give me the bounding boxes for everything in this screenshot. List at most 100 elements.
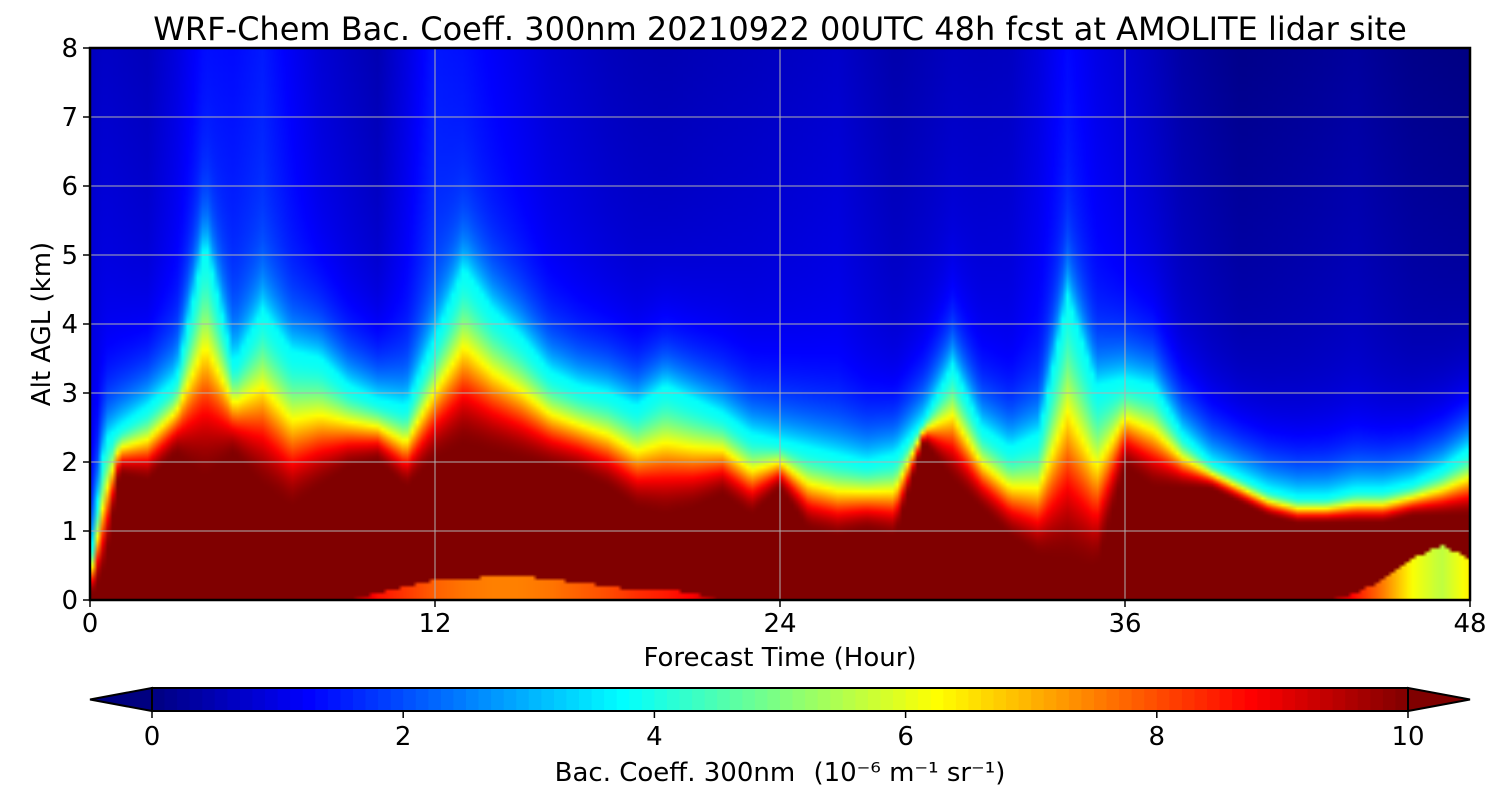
colorbar-cell bbox=[1320, 688, 1334, 711]
colorbar-cell bbox=[1332, 688, 1346, 711]
colorbar-cell bbox=[177, 688, 191, 711]
x-tick-label: 36 bbox=[1108, 609, 1141, 639]
colorbar-cell bbox=[1106, 688, 1120, 711]
colorbar-cell bbox=[428, 688, 442, 711]
colorbar-cell bbox=[365, 688, 379, 711]
colorbar-tick-label: 10 bbox=[1391, 722, 1424, 752]
colorbar-cell bbox=[315, 688, 329, 711]
colorbar-cell bbox=[1094, 688, 1108, 711]
colorbar-cell bbox=[692, 688, 706, 711]
colorbar-cell bbox=[792, 688, 806, 711]
colorbar-cell bbox=[214, 688, 228, 711]
colorbar-cell bbox=[654, 688, 668, 711]
colorbar-cell bbox=[553, 688, 568, 711]
colorbar-cell bbox=[1207, 688, 1221, 711]
colorbar-cell bbox=[679, 688, 693, 711]
colorbar-cell bbox=[742, 688, 756, 711]
colorbar-cell bbox=[1244, 688, 1258, 711]
colorbar-cell bbox=[340, 688, 354, 711]
colorbar-gradient bbox=[152, 688, 1409, 711]
colorbar-cell bbox=[1345, 688, 1359, 711]
colorbar-cell bbox=[591, 688, 605, 711]
colorbar-cell bbox=[227, 688, 241, 711]
y-tick-label: 1 bbox=[61, 517, 78, 547]
x-tick-label: 12 bbox=[418, 609, 451, 639]
colorbar-cell bbox=[541, 688, 555, 711]
colorbar-cell bbox=[164, 688, 178, 711]
colorbar-frame bbox=[151, 687, 1409, 712]
y-tick-label: 3 bbox=[61, 379, 78, 409]
colorbar-cell bbox=[1156, 688, 1170, 711]
colorbar-cell bbox=[955, 688, 969, 711]
colorbar-cell bbox=[842, 688, 856, 711]
colorbar-cell bbox=[1194, 688, 1208, 711]
colorbar-cell bbox=[352, 688, 367, 711]
colorbar-cell bbox=[754, 688, 769, 711]
colorbar-label-text: Bac. Coeff. 300nm bbox=[555, 758, 796, 788]
colorbar-cell bbox=[817, 688, 831, 711]
colorbar-cell bbox=[1370, 688, 1384, 711]
y-axis-ticks: 0 1 2 3 4 5 6 7 8 bbox=[61, 34, 90, 616]
colorbar-cell bbox=[290, 688, 304, 711]
colorbar-cell bbox=[189, 688, 203, 711]
colorbar-cell bbox=[1131, 688, 1145, 711]
colorbar-cell bbox=[1395, 688, 1409, 711]
colorbar-cell bbox=[704, 688, 718, 711]
plot-area bbox=[88, 46, 1472, 602]
colorbar-cell bbox=[880, 688, 894, 711]
x-tick-label: 0 bbox=[82, 609, 99, 639]
y-tick-label: 6 bbox=[61, 172, 78, 202]
colorbar-cell bbox=[780, 688, 794, 711]
colorbar-cell bbox=[616, 688, 630, 711]
colorbar-cell bbox=[440, 688, 455, 711]
colorbar-cell bbox=[1119, 688, 1133, 711]
colorbar-cell bbox=[466, 688, 480, 711]
colorbar-cell bbox=[390, 688, 404, 711]
colorbar-cell bbox=[491, 688, 505, 711]
colorbar-cell bbox=[1257, 688, 1271, 711]
colorbar-cell bbox=[252, 688, 266, 711]
colorbar-cell bbox=[1043, 688, 1057, 711]
colorbar-cell bbox=[152, 688, 166, 711]
colorbar-cell bbox=[1219, 688, 1233, 711]
chart-title: WRF-Chem Bac. Coeff. 300nm 20210922 00UT… bbox=[153, 10, 1407, 48]
colorbar-tick-label: 0 bbox=[144, 722, 161, 752]
x-tick-label: 24 bbox=[763, 609, 796, 639]
colorbar-unit: (10⁻⁶ m⁻¹ sr⁻¹) bbox=[813, 758, 1005, 788]
colorbar-cell bbox=[641, 688, 655, 711]
colorbar-tick-label: 4 bbox=[646, 722, 663, 752]
colorbar-tick-label: 6 bbox=[897, 722, 914, 752]
colorbar-cell bbox=[666, 688, 681, 711]
colorbar-cell bbox=[918, 688, 932, 711]
y-tick-label: 5 bbox=[61, 241, 78, 271]
colorbar-cell bbox=[202, 688, 216, 711]
x-tick-label: 48 bbox=[1453, 609, 1486, 639]
colorbar-cell bbox=[265, 688, 279, 711]
colorbar-extend-high bbox=[1407, 686, 1471, 713]
colorbar-cell bbox=[930, 688, 944, 711]
colorbar-cell bbox=[528, 688, 542, 711]
colorbar-cell bbox=[943, 688, 957, 711]
colorbar-cell bbox=[729, 688, 743, 711]
colorbar-extend-low bbox=[89, 686, 153, 713]
colorbar-cell bbox=[277, 688, 291, 711]
y-tick-label: 2 bbox=[61, 448, 78, 478]
colorbar-cell bbox=[629, 688, 643, 711]
colorbar-cell bbox=[1232, 688, 1246, 711]
colorbar-cell bbox=[478, 688, 492, 711]
colorbar-cell bbox=[1144, 688, 1158, 711]
y-tick-label: 8 bbox=[61, 34, 78, 64]
colorbar-cell bbox=[1382, 688, 1397, 711]
colorbar-cell bbox=[503, 688, 517, 711]
y-tick-label: 0 bbox=[61, 586, 78, 616]
colorbar-label: Bac. Coeff. 300nm (10⁻⁶ m⁻¹ sr⁻¹) bbox=[555, 758, 1006, 788]
colorbar-cell bbox=[239, 688, 254, 711]
colorbar-cell bbox=[1181, 688, 1196, 711]
colorbar-cell bbox=[1056, 688, 1070, 711]
colorbar-cell bbox=[327, 688, 341, 711]
colorbar-cell bbox=[993, 688, 1007, 711]
colorbar-cell bbox=[1169, 688, 1183, 711]
colorbar-cell bbox=[1357, 688, 1371, 711]
colorbar-cell bbox=[1006, 688, 1020, 711]
